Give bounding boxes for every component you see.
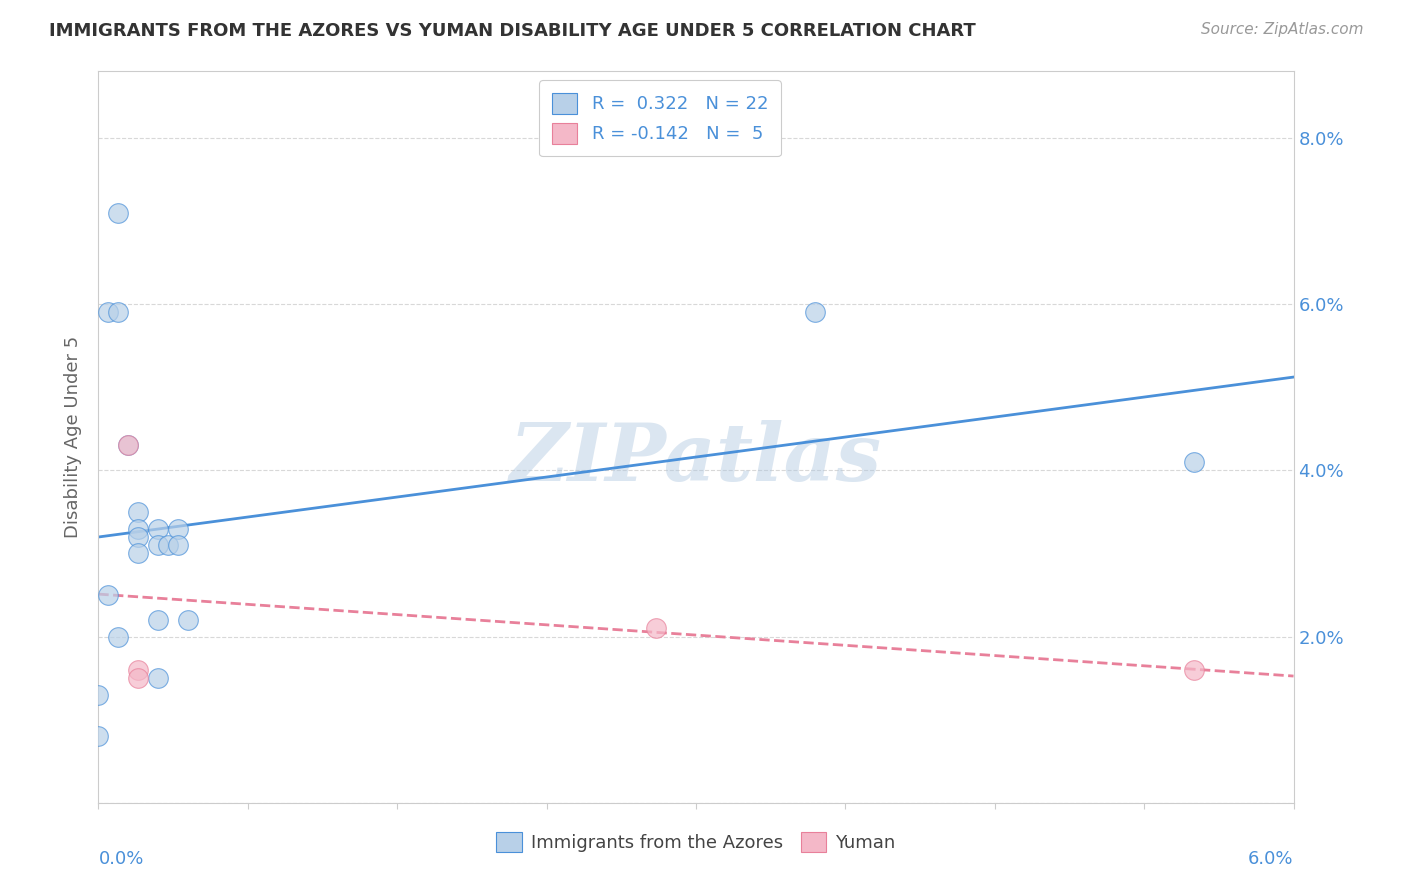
Point <box>117 438 139 452</box>
Point <box>97 588 120 602</box>
Point <box>117 438 139 452</box>
Point <box>127 546 149 560</box>
Point <box>148 671 170 685</box>
Point <box>645 621 668 635</box>
Point <box>127 671 149 685</box>
Text: ZIPatlas: ZIPatlas <box>510 420 882 498</box>
Y-axis label: Disability Age Under 5: Disability Age Under 5 <box>65 336 83 538</box>
Point <box>148 613 170 627</box>
Point <box>97 305 120 319</box>
Point <box>127 505 149 519</box>
Point <box>107 305 129 319</box>
Point <box>804 305 827 319</box>
Point <box>87 729 110 743</box>
Point <box>127 663 149 677</box>
Point <box>107 205 129 219</box>
Point <box>167 538 190 552</box>
Point <box>127 521 149 535</box>
Text: 0.0%: 0.0% <box>98 850 143 868</box>
Point <box>148 521 170 535</box>
Point <box>167 521 190 535</box>
Legend: Immigrants from the Azores, Yuman: Immigrants from the Azores, Yuman <box>489 824 903 860</box>
Point <box>157 538 180 552</box>
Text: IMMIGRANTS FROM THE AZORES VS YUMAN DISABILITY AGE UNDER 5 CORRELATION CHART: IMMIGRANTS FROM THE AZORES VS YUMAN DISA… <box>49 22 976 40</box>
Point <box>127 530 149 544</box>
Point <box>107 630 129 644</box>
Point <box>148 538 170 552</box>
Point <box>1182 663 1205 677</box>
Point <box>177 613 200 627</box>
Text: Source: ZipAtlas.com: Source: ZipAtlas.com <box>1201 22 1364 37</box>
Text: 6.0%: 6.0% <box>1249 850 1294 868</box>
Point <box>1182 455 1205 469</box>
Point <box>87 688 110 702</box>
